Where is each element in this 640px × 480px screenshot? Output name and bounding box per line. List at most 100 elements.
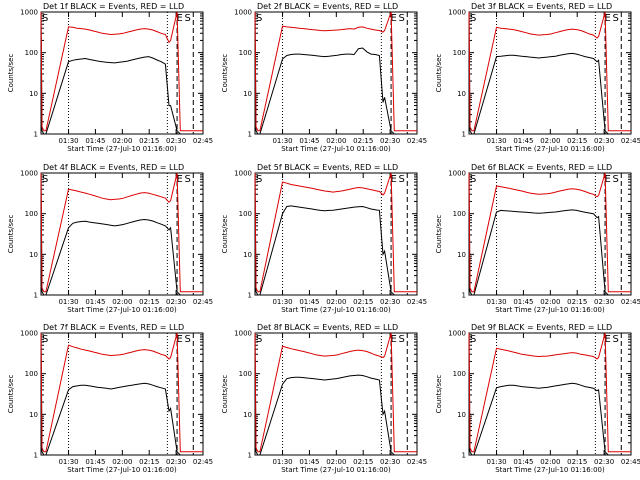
panel-6-y-tick-label: 10 bbox=[457, 251, 466, 259]
panel-3-y-axis-label: Counts/sec bbox=[435, 54, 443, 93]
panel-9-x-axis-label: Start Time (27-Jul-10 01:16:00) bbox=[495, 466, 605, 474]
panel-9-y-tick-label: 10 bbox=[457, 411, 466, 419]
panel-8-marker-e: E bbox=[390, 334, 396, 345]
panel-9-y-tick-label: 1 bbox=[462, 452, 466, 460]
panel-6-x-tick-label: 01:45 bbox=[513, 298, 533, 306]
panel-2-x-axis-label: Start Time (27-Jul-10 01:16:00) bbox=[281, 145, 391, 153]
panel-2-y-tick-label: 100 bbox=[239, 49, 252, 57]
panel-8-x-tick-label: 02:15 bbox=[353, 458, 373, 466]
panel-7-x-tick-label: 01:45 bbox=[85, 458, 105, 466]
panel-1-x-tick-label: 02:15 bbox=[139, 137, 159, 145]
panel-5-y-tick-label: 100 bbox=[239, 210, 252, 218]
panel-1-y-tick-label: 10 bbox=[29, 90, 38, 98]
panel-5-title: Det 5f BLACK = Events, RED = LLD bbox=[257, 163, 398, 172]
panel-4-y-axis-label: Counts/sec bbox=[7, 215, 15, 254]
panel-6-series-red bbox=[468, 172, 631, 293]
panel-1-marker-e: E bbox=[176, 13, 182, 24]
panel-3-x-tick-label: 01:45 bbox=[513, 137, 533, 145]
panel-9-x-tick-label: 02:30 bbox=[594, 458, 614, 466]
panel-7-x-tick-label: 02:00 bbox=[112, 458, 132, 466]
panel-1-x-tick-label: 02:00 bbox=[112, 137, 132, 145]
panel-8-x-tick-label: 02:45 bbox=[407, 458, 427, 466]
panel-9-x-tick-label: 01:45 bbox=[513, 458, 533, 466]
panel-1-y-tick-label: 100 bbox=[25, 49, 38, 57]
panel-7-series-red bbox=[40, 332, 203, 453]
panel-7-x-tick-label: 02:45 bbox=[193, 458, 213, 466]
panel-8-y-tick-label: 100 bbox=[239, 370, 252, 378]
panel-1-x-tick-label: 02:45 bbox=[193, 137, 213, 145]
panel-9-series-red bbox=[468, 332, 631, 453]
panel-4-marker-e: E bbox=[176, 174, 182, 185]
panel-6-title: Det 6f BLACK = Events, RED = LLD bbox=[471, 163, 612, 172]
panel-7-x-tick-label: 02:30 bbox=[166, 458, 186, 466]
panel-8-y-axis-label: Counts/sec bbox=[221, 375, 229, 414]
panel-8-title: Det 8f BLACK = Events, RED = LLD bbox=[257, 323, 398, 332]
panel-2-y-tick-label: 10 bbox=[243, 90, 252, 98]
panel-2-marker-s: S bbox=[399, 13, 405, 24]
panel-3-x-axis-label: Start Time (27-Jul-10 01:16:00) bbox=[495, 145, 605, 153]
panel-4-x-tick-label: 01:30 bbox=[58, 298, 78, 306]
panel-9-series-black bbox=[468, 332, 631, 456]
panel-3-marker-s: S bbox=[470, 13, 476, 24]
panel-5-marker-s: S bbox=[399, 174, 405, 185]
panel-1-marker-s: S bbox=[42, 13, 48, 24]
panel-5-y-tick-label: 1000 bbox=[234, 170, 252, 178]
panel-1-y-tick-label: 1000 bbox=[20, 9, 38, 17]
panel-7-x-axis-label: Start Time (27-Jul-10 01:16:00) bbox=[67, 466, 177, 474]
panel-8-y-tick-label: 1 bbox=[248, 452, 252, 460]
panel-6-marker-s: S bbox=[470, 174, 476, 185]
panel-6-marker-e: E bbox=[604, 174, 610, 185]
panel-2-y-axis-label: Counts/sec bbox=[221, 54, 229, 93]
panel-1-series-red bbox=[40, 11, 203, 132]
panel-3-y-tick-label: 10 bbox=[457, 90, 466, 98]
panel-1-title: Det 1f BLACK = Events, RED = LLD bbox=[43, 2, 184, 11]
panel-5-x-tick-label: 01:30 bbox=[272, 298, 292, 306]
panel-5-x-axis-label: Start Time (27-Jul-10 01:16:00) bbox=[281, 306, 391, 314]
panel-4-x-tick-label: 02:45 bbox=[193, 298, 213, 306]
panel-2-y-tick-label: 1000 bbox=[234, 9, 252, 17]
panel-2-x-tick-label: 01:45 bbox=[299, 137, 319, 145]
panel-4-x-tick-label: 02:30 bbox=[166, 298, 186, 306]
panel-2-series-black bbox=[254, 11, 417, 135]
panel-3-series-black bbox=[468, 11, 631, 135]
panel-3-y-tick-label: 1 bbox=[462, 131, 466, 139]
panel-2-x-tick-label: 02:45 bbox=[407, 137, 427, 145]
panel-3-y-tick-label: 1000 bbox=[448, 9, 466, 17]
panel-5-y-tick-label: 10 bbox=[243, 251, 252, 259]
panel-1-marker-s: S bbox=[185, 13, 191, 24]
panel-2-y-tick-label: 1 bbox=[248, 131, 252, 139]
panel-5-series-red bbox=[254, 172, 417, 293]
panel-3-x-tick-label: 02:45 bbox=[621, 137, 640, 145]
panel-7-marker-e: E bbox=[176, 334, 182, 345]
panel-7-y-tick-label: 10 bbox=[29, 411, 38, 419]
panel-4-series-red bbox=[40, 172, 203, 293]
panel-7-x-tick-label: 01:30 bbox=[58, 458, 78, 466]
panel-7-y-tick-label: 1 bbox=[34, 452, 38, 460]
panel-2-title: Det 2f BLACK = Events, RED = LLD bbox=[257, 2, 398, 11]
panel-9-marker-s: S bbox=[613, 334, 619, 345]
panel-2-x-tick-label: 02:00 bbox=[326, 137, 346, 145]
panel-6-y-tick-label: 1000 bbox=[448, 170, 466, 178]
panel-4-x-tick-label: 02:15 bbox=[139, 298, 159, 306]
panel-1-x-tick-label: 01:45 bbox=[85, 137, 105, 145]
panel-7-marker-s: S bbox=[42, 334, 48, 345]
panel-1-y-tick-label: 1 bbox=[34, 131, 38, 139]
panel-9-y-axis-label: Counts/sec bbox=[435, 375, 443, 414]
panel-6-x-axis-label: Start Time (27-Jul-10 01:16:00) bbox=[495, 306, 605, 314]
panel-6-x-tick-label: 02:15 bbox=[567, 298, 587, 306]
panel-3-x-tick-label: 01:30 bbox=[486, 137, 506, 145]
panel-4-y-tick-label: 100 bbox=[25, 210, 38, 218]
panel-6-marker-s: S bbox=[613, 174, 619, 185]
panel-5-series-black bbox=[254, 172, 417, 296]
panel-8-marker-s: S bbox=[256, 334, 262, 345]
panel-4-x-tick-label: 02:00 bbox=[112, 298, 132, 306]
panel-4-x-axis-label: Start Time (27-Jul-10 01:16:00) bbox=[67, 306, 177, 314]
panel-5-y-tick-label: 1 bbox=[248, 292, 252, 300]
panel-1-x-axis-label: Start Time (27-Jul-10 01:16:00) bbox=[67, 145, 177, 153]
panel-5-x-tick-label: 02:45 bbox=[407, 298, 427, 306]
panel-6-y-tick-label: 100 bbox=[453, 210, 466, 218]
panel-2-marker-s: S bbox=[256, 13, 262, 24]
panel-5-x-tick-label: 02:15 bbox=[353, 298, 373, 306]
panel-3-marker-e: E bbox=[604, 13, 610, 24]
panel-4-y-tick-label: 1 bbox=[34, 292, 38, 300]
